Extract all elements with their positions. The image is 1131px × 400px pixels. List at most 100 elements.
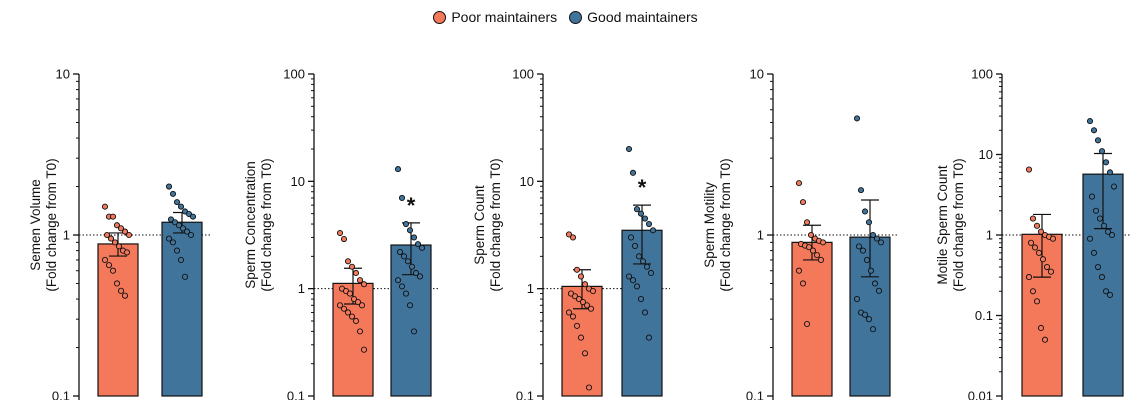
data-point-2-1 <box>336 229 344 237</box>
y-tick-label-5-3: 1 <box>986 228 993 243</box>
legend-swatch-good <box>569 10 583 24</box>
data-point-1-1 <box>113 222 121 229</box>
data-point-2-1 <box>360 281 368 288</box>
data-point-1-1 <box>105 262 113 269</box>
y-tick-label-3-1: 0.1 <box>516 389 534 400</box>
y-tick-label-1-2: 1 <box>63 228 70 243</box>
data-point-2-1 <box>348 313 356 320</box>
bar-1-2 <box>161 221 203 397</box>
data-point-3-2 <box>647 269 655 277</box>
data-point-3-2 <box>645 334 653 341</box>
data-point-3-2 <box>629 169 637 176</box>
data-point-1-1 <box>117 225 125 232</box>
data-point-4-2 <box>855 243 863 250</box>
data-point-3-2 <box>633 283 641 290</box>
data-point-1-1 <box>101 203 109 210</box>
data-point-1-1 <box>111 239 119 246</box>
y-axis-title-2: Sperm Concentration(Fold change from T0) <box>243 158 274 291</box>
data-point-3-1 <box>581 350 589 357</box>
data-point-2-1 <box>344 309 352 316</box>
data-point-4-1 <box>805 244 813 251</box>
legend-swatch-poor <box>433 10 447 24</box>
data-point-5-1 <box>1025 274 1033 281</box>
data-point-4-1 <box>795 267 803 274</box>
data-point-2-1 <box>340 235 348 243</box>
data-point-5-2 <box>1086 118 1094 125</box>
legend-label-good: Good maintainers <box>587 9 698 25</box>
data-point-1-2 <box>169 239 177 246</box>
y-tick-label-3-2: 1 <box>527 281 534 296</box>
data-point-4-2 <box>873 235 881 242</box>
data-point-1-1 <box>115 243 123 250</box>
data-point-3-2 <box>643 263 651 270</box>
data-point-4-1 <box>813 252 821 259</box>
data-point-4-1 <box>807 231 815 239</box>
data-point-5-2 <box>1098 148 1106 155</box>
data-point-4-2 <box>853 296 861 303</box>
data-point-5-1 <box>1041 336 1049 343</box>
data-point-2-2 <box>394 277 402 284</box>
y-tick-label-4-1: 0.1 <box>746 389 764 400</box>
data-point-2-1 <box>356 328 364 335</box>
data-point-3-1 <box>569 234 577 241</box>
data-point-5-2 <box>1090 127 1098 134</box>
data-point-3-2 <box>637 296 645 303</box>
data-point-3-2 <box>625 145 633 153</box>
data-point-5-2 <box>1110 183 1118 190</box>
data-point-5-1 <box>1027 239 1035 246</box>
data-point-1-2 <box>187 231 195 239</box>
data-point-5-1 <box>1033 298 1041 305</box>
data-point-2-1 <box>356 277 364 284</box>
data-point-1-2 <box>171 219 179 226</box>
data-point-4-2 <box>859 247 867 254</box>
data-point-4-2 <box>857 187 865 194</box>
data-point-2-2 <box>410 328 418 335</box>
y-tick-label-3-4: 100 <box>512 67 534 82</box>
data-point-2-2 <box>400 253 408 260</box>
data-point-1-1 <box>117 287 125 294</box>
data-point-3-2 <box>641 309 649 316</box>
y-tick-label-4-3: 10 <box>750 67 764 82</box>
data-point-4-2 <box>869 326 877 333</box>
y-tick-label-2-4: 100 <box>283 67 305 82</box>
data-point-1-2 <box>181 273 189 280</box>
y-axis-title-line: (Fold change from T0) <box>718 158 733 291</box>
data-point-5-2 <box>1094 263 1102 271</box>
data-point-1-1 <box>103 231 111 239</box>
data-point-5-2 <box>1094 137 1102 144</box>
data-point-5-1 <box>1031 244 1039 251</box>
data-point-1-1 <box>113 280 121 287</box>
data-point-3-2 <box>627 234 635 241</box>
data-point-2-2 <box>406 227 414 234</box>
data-point-4-1 <box>803 219 811 226</box>
data-point-2-1 <box>336 302 344 309</box>
data-point-5-1 <box>1047 268 1055 275</box>
data-point-2-2 <box>414 241 422 248</box>
data-point-4-1 <box>819 239 827 246</box>
data-point-3-2 <box>637 210 645 217</box>
data-point-3-1 <box>585 384 593 391</box>
data-point-1-1 <box>101 256 109 263</box>
bar-1-1 <box>97 243 139 397</box>
y-tick-label-2-3: 10 <box>291 174 305 189</box>
significance-marker-2: * <box>407 193 416 218</box>
data-point-3-2 <box>641 215 649 222</box>
data-point-1-1 <box>121 228 129 235</box>
data-point-4-2 <box>863 256 871 263</box>
data-point-3-1 <box>589 288 597 295</box>
data-point-5-2 <box>1088 193 1096 200</box>
data-point-5-2 <box>1086 235 1094 242</box>
data-point-1-2 <box>177 203 185 210</box>
data-point-4-1 <box>795 180 803 187</box>
data-point-5-2 <box>1092 207 1100 214</box>
data-point-1-2 <box>175 222 183 229</box>
data-point-1-2 <box>173 199 181 206</box>
data-point-4-2 <box>853 115 861 122</box>
data-point-5-1 <box>1049 235 1057 242</box>
data-point-4-1 <box>803 320 811 328</box>
data-point-1-2 <box>167 216 175 223</box>
data-point-2-1 <box>340 305 348 312</box>
data-point-2-2 <box>408 263 416 270</box>
y-axis-title-4: Sperm Motility(Fold change from T0) <box>702 158 733 291</box>
